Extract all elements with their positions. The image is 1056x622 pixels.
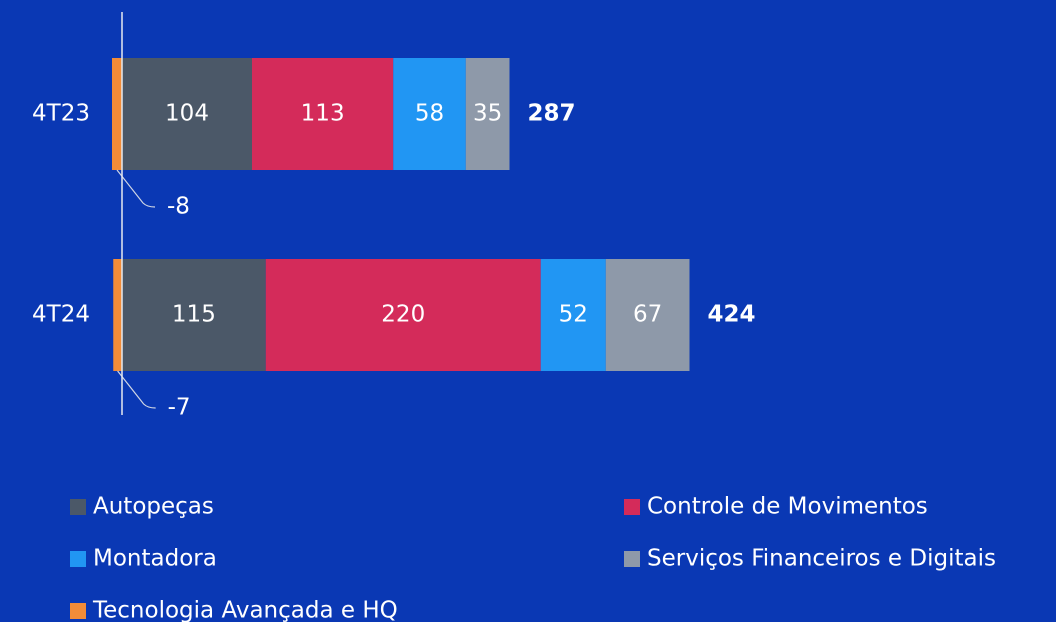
leader-line xyxy=(117,370,156,409)
value-label: 52 xyxy=(559,302,588,328)
value-label: -8 xyxy=(167,194,190,220)
leader-line xyxy=(116,169,156,208)
bar-segment xyxy=(605,259,690,371)
value-label: 104 xyxy=(165,101,209,127)
bar-segment xyxy=(252,58,394,170)
value-label: 35 xyxy=(473,101,502,127)
legend-swatch xyxy=(70,551,86,567)
bar-segment xyxy=(113,259,122,371)
legend-swatch xyxy=(70,499,86,515)
bar-segment xyxy=(112,58,122,170)
legend-label: Tecnologia Avançada e HQ xyxy=(92,598,398,622)
value-label: 220 xyxy=(381,302,425,328)
value-label: 67 xyxy=(633,302,662,328)
total-label: 287 xyxy=(528,101,576,127)
legend-label: Autopeças xyxy=(93,494,214,520)
value-label: 113 xyxy=(301,101,345,127)
value-label: 115 xyxy=(172,302,216,328)
bar-segment xyxy=(122,259,266,371)
legend-swatch xyxy=(70,603,86,619)
legend-swatch xyxy=(624,499,640,515)
bar-segment xyxy=(122,58,252,170)
total-label: 424 xyxy=(708,302,756,328)
bar-segment xyxy=(540,259,606,371)
category-label: 4T23 xyxy=(32,101,90,127)
legend-label: Controle de Movimentos xyxy=(647,494,928,520)
value-label: 58 xyxy=(415,101,444,127)
category-label: 4T24 xyxy=(32,302,90,328)
legend-swatch xyxy=(624,551,640,567)
legend-label: Serviços Financeiros e Digitais xyxy=(647,546,996,572)
value-label: -7 xyxy=(168,395,191,421)
legend-label: Montadora xyxy=(93,546,217,572)
bar-segment xyxy=(265,259,541,371)
bar-segment xyxy=(393,58,466,170)
bar-segment xyxy=(465,58,510,170)
